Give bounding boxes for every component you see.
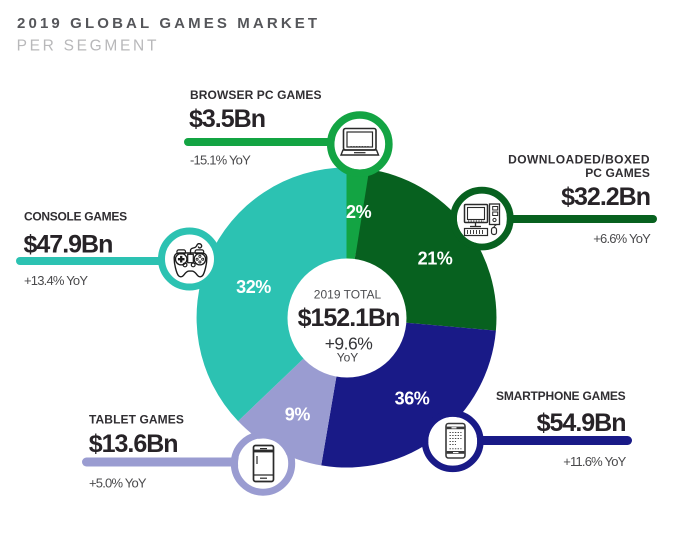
svg-text:TABLET GAMES: TABLET GAMES bbox=[89, 413, 184, 427]
svg-text:+6.6% YoY: +6.6% YoY bbox=[593, 231, 651, 246]
svg-text:21%: 21% bbox=[418, 249, 453, 269]
svg-text:PC GAMES: PC GAMES bbox=[585, 166, 650, 180]
svg-text:PER SEGMENT: PER SEGMENT bbox=[17, 37, 160, 54]
svg-text:32%: 32% bbox=[236, 277, 271, 297]
svg-text:$152.1Bn: $152.1Bn bbox=[298, 304, 400, 332]
svg-text:$13.6Bn: $13.6Bn bbox=[89, 430, 178, 458]
svg-text:+9.6%: +9.6% bbox=[325, 333, 373, 353]
svg-text:36%: 36% bbox=[395, 389, 430, 409]
svg-text:BROWSER PC GAMES: BROWSER PC GAMES bbox=[190, 88, 322, 102]
svg-text:DOWNLOADED/BOXED: DOWNLOADED/BOXED bbox=[508, 153, 650, 167]
svg-text:$3.5Bn: $3.5Bn bbox=[189, 105, 265, 133]
svg-text:SMARTPHONE GAMES: SMARTPHONE GAMES bbox=[496, 389, 626, 403]
svg-text:$54.9Bn: $54.9Bn bbox=[537, 409, 626, 437]
svg-text:+5.0% YoY: +5.0% YoY bbox=[89, 475, 147, 490]
svg-text:9%: 9% bbox=[285, 404, 311, 424]
svg-text:$47.9Bn: $47.9Bn bbox=[24, 231, 113, 259]
svg-text:2%: 2% bbox=[346, 202, 372, 222]
svg-text:$32.2Bn: $32.2Bn bbox=[561, 183, 650, 211]
svg-text:+13.4% YoY: +13.4% YoY bbox=[24, 273, 88, 288]
svg-text:-15.1% YoY: -15.1% YoY bbox=[190, 153, 251, 168]
svg-text:CONSOLE GAMES: CONSOLE GAMES bbox=[24, 210, 127, 224]
svg-text:2019 TOTAL: 2019 TOTAL bbox=[314, 288, 382, 302]
svg-text:+11.6% YoY: +11.6% YoY bbox=[563, 454, 626, 469]
svg-text:2019 GLOBAL GAMES MARKET: 2019 GLOBAL GAMES MARKET bbox=[17, 15, 320, 32]
svg-text:YoY: YoY bbox=[337, 351, 359, 365]
